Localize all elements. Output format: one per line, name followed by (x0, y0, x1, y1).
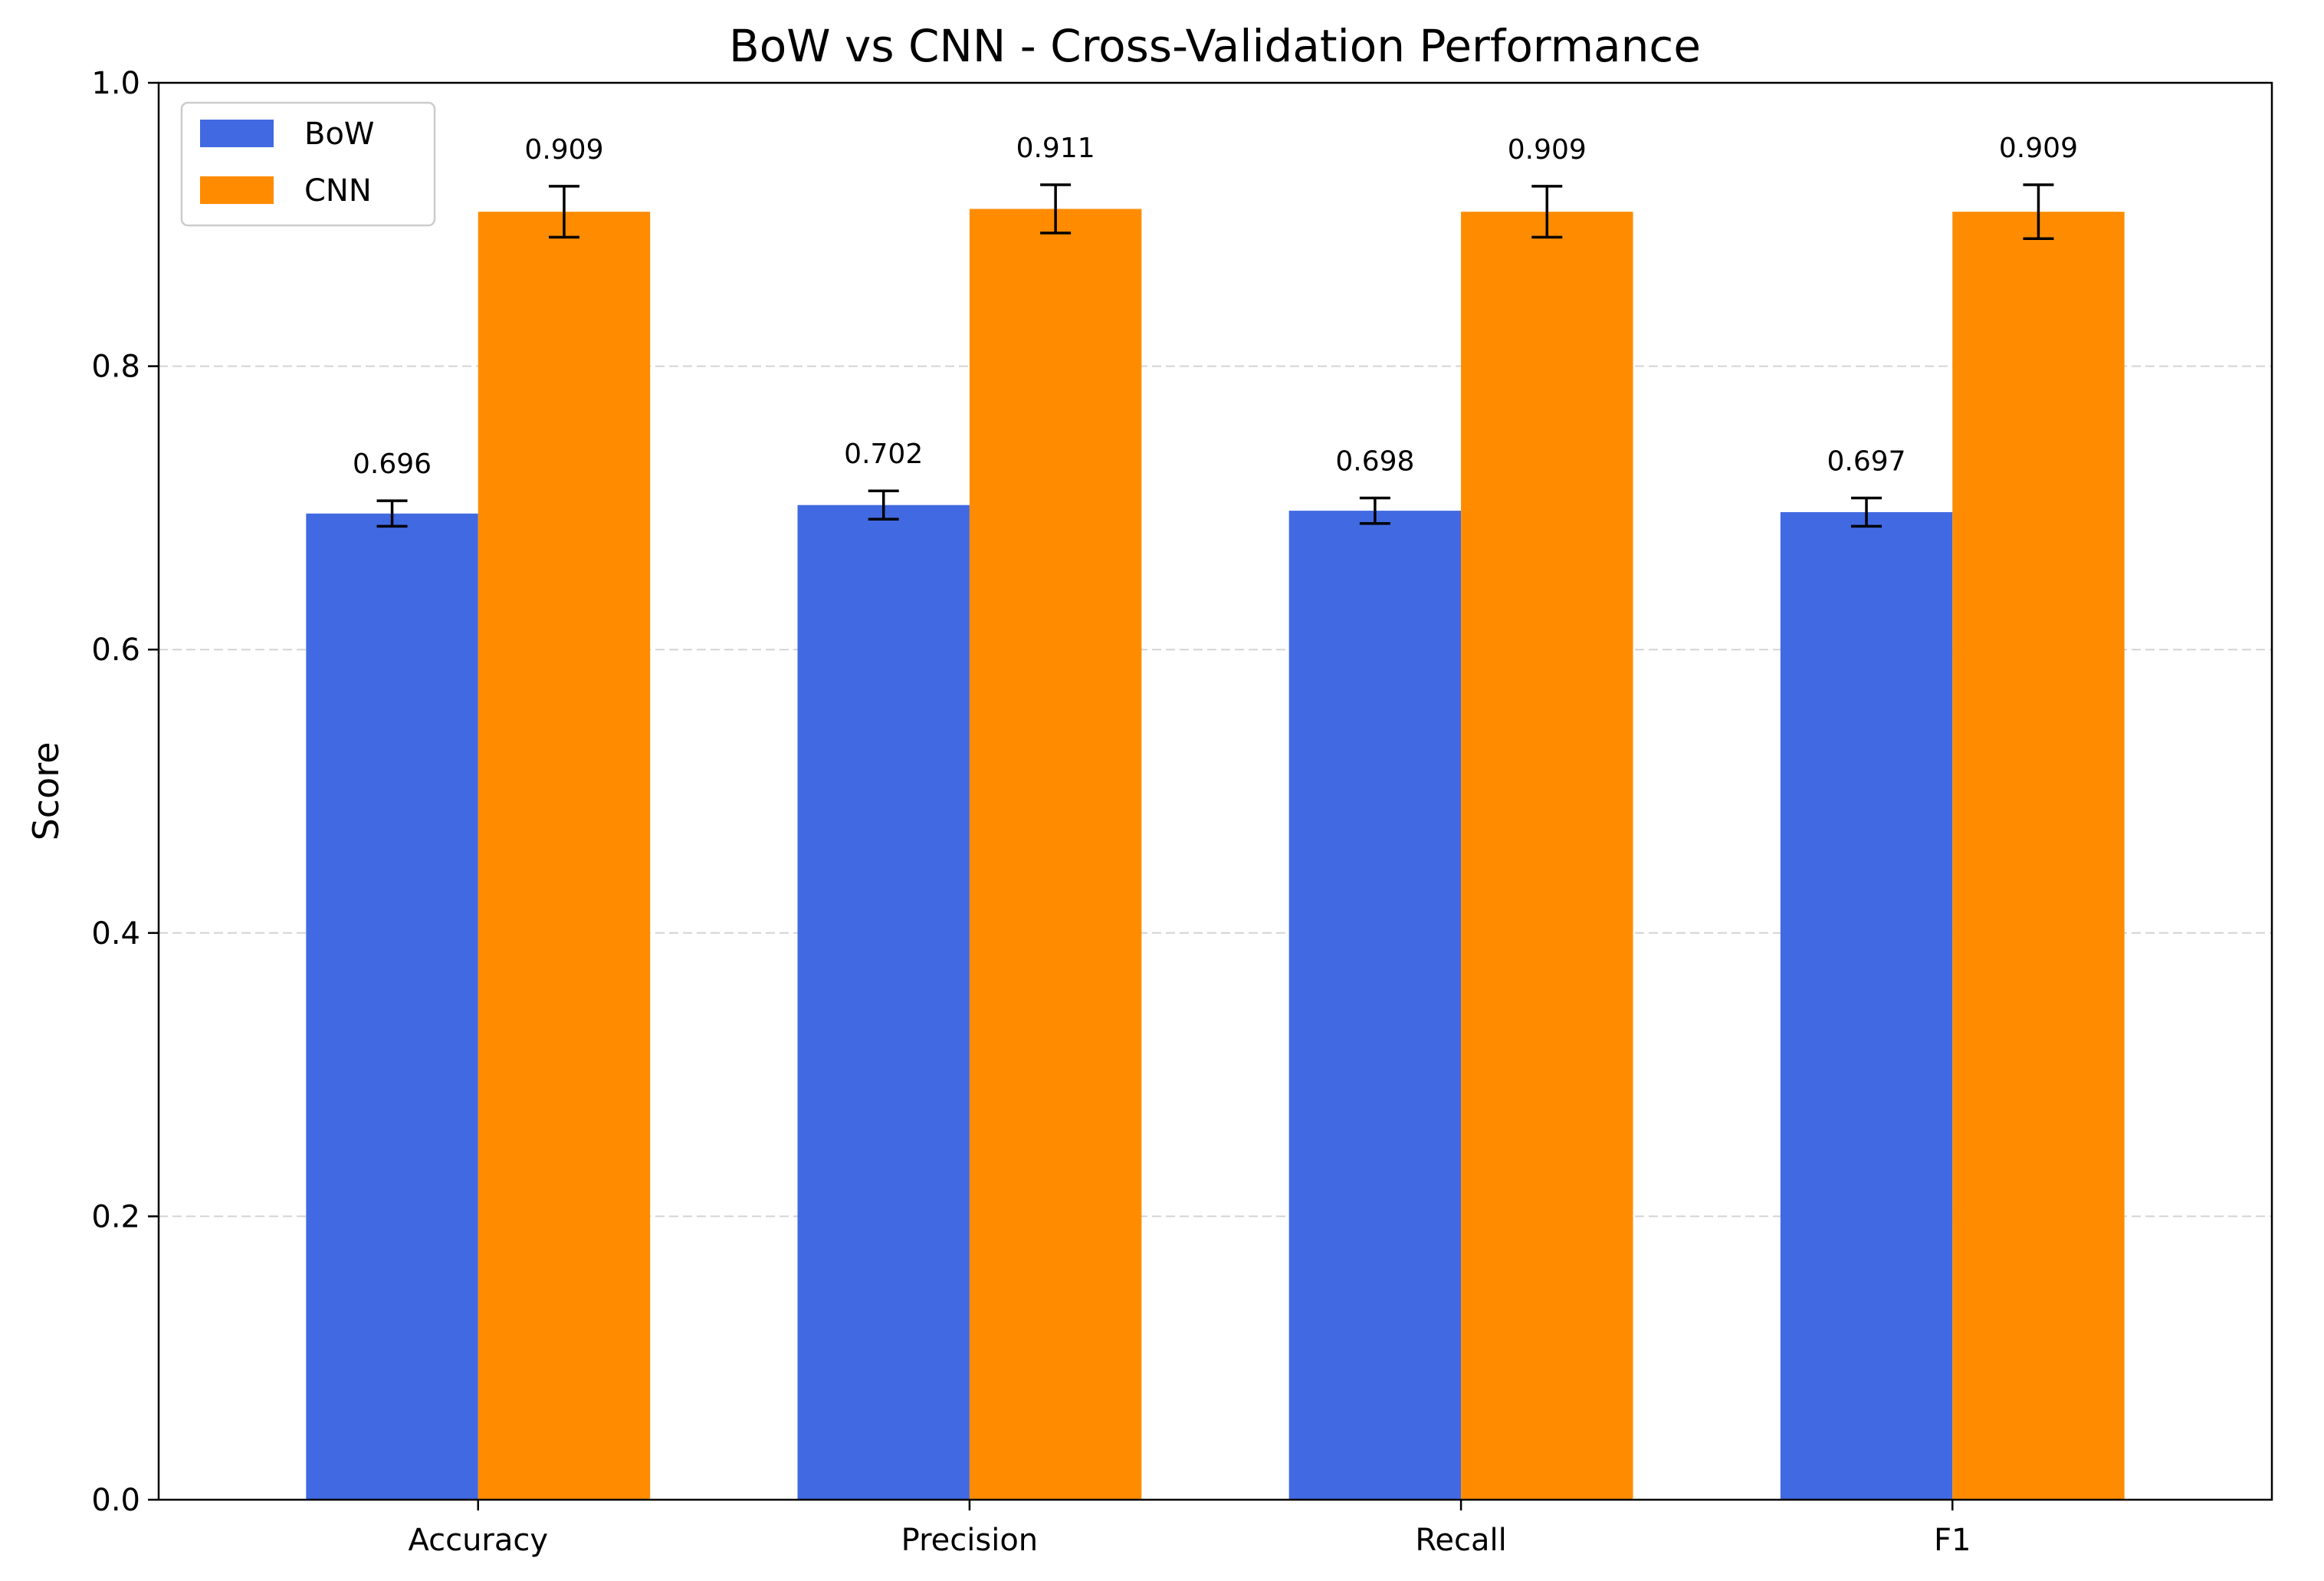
bar-cnn-f1 (1952, 212, 2125, 1500)
y-tick-label: 1.0 (91, 66, 140, 101)
bar-bow-f1 (1780, 511, 1953, 1500)
legend-swatch-cnn (200, 176, 274, 204)
bar-bow-recall (1288, 511, 1462, 1500)
y-tick-label: 0.2 (91, 1199, 140, 1234)
y-tick-label: 0.8 (91, 350, 140, 385)
data-label: 0.697 (1827, 445, 1906, 477)
y-axis-title: Score (25, 742, 67, 841)
y-axis: 0.0 0.2 0.4 0.6 0.8 1.0 (91, 66, 159, 1518)
plot-area-frame (157, 81, 2273, 1501)
data-label: 0.909 (1508, 134, 1587, 166)
x-tick-label: Accuracy (408, 1523, 548, 1558)
legend-label-bow: BoW (304, 117, 374, 152)
legend-swatch-bow (200, 120, 274, 147)
data-label: 0.911 (1016, 133, 1095, 164)
y-tick-label: 0.4 (91, 916, 140, 952)
data-label: 0.696 (353, 449, 432, 480)
x-axis: Accuracy Precision Recall F1 (408, 1500, 1971, 1558)
data-label: 0.698 (1335, 445, 1414, 477)
bar-cnn-recall (1461, 212, 1633, 1500)
legend: BoW CNN (180, 101, 436, 227)
legend-label-cnn: CNN (304, 173, 372, 209)
bars (306, 209, 2125, 1500)
data-label: 0.702 (844, 439, 923, 470)
y-tick-label: 0.0 (91, 1483, 140, 1518)
x-tick-label: Recall (1415, 1523, 1506, 1558)
bar-bow-accuracy (306, 513, 478, 1500)
chart-title: BoW vs CNN - Cross-Validation Performanc… (729, 20, 1701, 72)
bar-bow-precision (797, 505, 970, 1500)
bar-cnn-precision (969, 209, 1142, 1500)
error-bars (376, 183, 2054, 528)
data-labels: 0.696 0.909 0.702 0.911 0.698 0.909 0.697 0.909 (353, 133, 2078, 480)
data-label: 0.909 (1999, 133, 2078, 164)
data-label: 0.909 (524, 134, 603, 166)
y-tick-label: 0.6 (91, 633, 140, 668)
bar-cnn-accuracy (478, 212, 651, 1500)
x-tick-label: Precision (901, 1523, 1038, 1558)
x-tick-label: F1 (1934, 1523, 1971, 1558)
